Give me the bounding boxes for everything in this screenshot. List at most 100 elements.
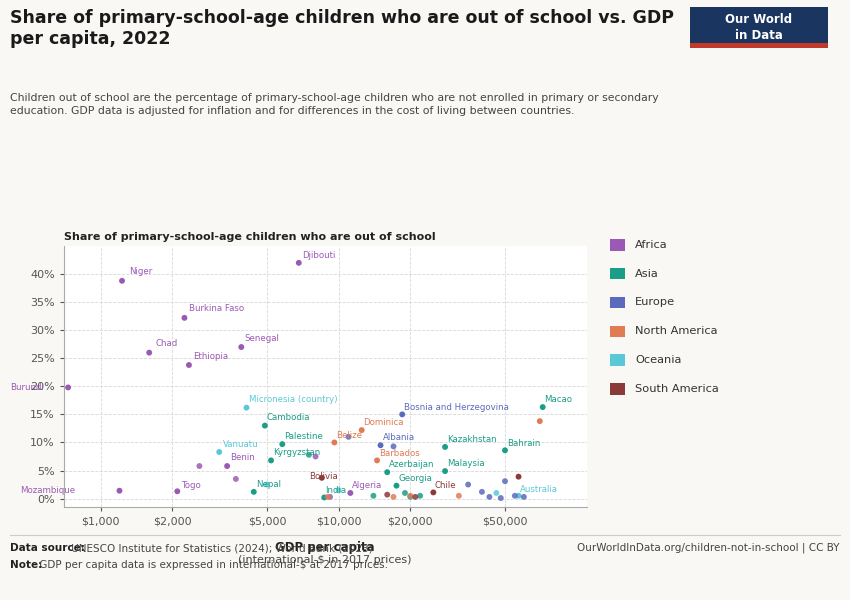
Text: GDP per capita data is expressed in international-$ at 2017 prices.: GDP per capita data is expressed in inte… [36,560,388,570]
Point [323,492,337,502]
Text: Asia: Asia [635,269,659,278]
Text: Share of primary-school-age children who are out of school: Share of primary-school-age children who… [64,232,435,242]
Point [275,439,289,449]
Text: Vanuatu: Vanuatu [223,440,258,449]
Text: Ethiopia: Ethiopia [193,352,229,361]
Text: Bolivia: Bolivia [309,472,337,481]
Point [342,432,355,442]
Point [404,491,417,500]
Point [413,491,427,500]
Point [409,492,422,502]
Point [264,455,278,465]
Point [116,276,129,286]
Text: Data source:: Data source: [10,543,85,553]
Text: Togo: Togo [182,481,201,490]
Point [302,450,315,460]
Point [389,481,403,490]
Text: Chile: Chile [435,481,456,490]
Text: Malaysia: Malaysia [447,459,484,468]
Point [220,461,234,471]
Point [355,425,369,435]
Text: Senegal: Senegal [244,334,279,343]
Text: Chad: Chad [156,339,178,348]
Text: UNESCO Institute for Statistics (2024); World Bank (2023): UNESCO Institute for Statistics (2024); … [68,543,373,553]
Point [143,348,156,358]
Point [427,488,440,497]
Text: Children out of school are the percentage of primary-school-age children who are: Children out of school are the percentag… [10,93,659,116]
Text: India: India [326,485,347,494]
Point [508,491,522,500]
Point [292,258,305,268]
Text: Mozambique: Mozambique [20,486,75,495]
Text: GDP per capita: GDP per capita [275,541,375,554]
Text: Nepal: Nepal [256,480,281,489]
Point [475,487,489,497]
Text: Palestine: Palestine [284,432,323,441]
Point [517,492,530,502]
Text: Our World: Our World [726,13,792,26]
Text: Djibouti: Djibouti [302,251,335,260]
Text: Oceania: Oceania [635,355,682,365]
Point [235,342,248,352]
Point [171,487,184,496]
Text: Europe: Europe [635,298,675,307]
Text: Share of primary-school-age children who are out of school vs. GDP
per capita, 2: Share of primary-school-age children who… [10,9,674,49]
Text: Bosnia and Herzegovina: Bosnia and Herzegovina [404,403,509,412]
Point [490,488,503,498]
Text: Burkina Faso: Burkina Faso [189,304,244,313]
Point [315,473,329,482]
Text: Africa: Africa [635,240,667,250]
Point [332,485,345,495]
Text: Georgia: Georgia [399,474,432,483]
Point [439,442,452,452]
Point [229,474,242,484]
Point [182,360,196,370]
Point [462,480,475,490]
Text: Algeria: Algeria [352,481,382,490]
Point [178,313,191,323]
Text: Belize: Belize [336,431,362,440]
Point [371,455,384,465]
Text: Kazakhstan: Kazakhstan [447,435,496,444]
Point [327,437,341,447]
Point [258,421,272,430]
Text: Kyrgyzstan: Kyrgyzstan [273,448,320,457]
Point [366,491,380,500]
Text: Note:: Note: [10,560,43,570]
Point [398,488,411,498]
Point [404,492,417,502]
Point [512,491,525,500]
Point [498,446,512,455]
Point [212,447,226,457]
Point [536,402,549,412]
Text: OurWorldInData.org/children-not-in-school | CC BY: OurWorldInData.org/children-not-in-schoo… [577,542,840,553]
Text: Albania: Albania [382,433,415,442]
Point [494,493,507,503]
Point [381,490,394,499]
Text: Burundi: Burundi [10,383,44,392]
Point [321,492,335,502]
Text: Micronesia (country): Micronesia (country) [249,395,337,404]
Text: Dominica: Dominica [363,418,404,427]
Point [387,492,400,502]
Text: (international-$ in 2017 prices): (international-$ in 2017 prices) [238,555,412,565]
Text: Cambodia: Cambodia [267,413,310,422]
Point [113,486,127,496]
Point [483,492,496,502]
Point [452,491,466,500]
Text: Barbados: Barbados [379,449,420,458]
Point [343,488,357,498]
Point [512,472,525,481]
Point [260,480,274,490]
Point [533,416,547,426]
Point [374,440,388,450]
Text: in Data: in Data [735,29,783,42]
Text: Bahrain: Bahrain [507,439,541,448]
Point [240,403,253,412]
Point [387,442,400,451]
Text: Australia: Australia [520,485,558,494]
Text: Niger: Niger [129,268,152,277]
Point [381,467,394,477]
Point [317,493,331,502]
Text: North America: North America [635,326,717,336]
